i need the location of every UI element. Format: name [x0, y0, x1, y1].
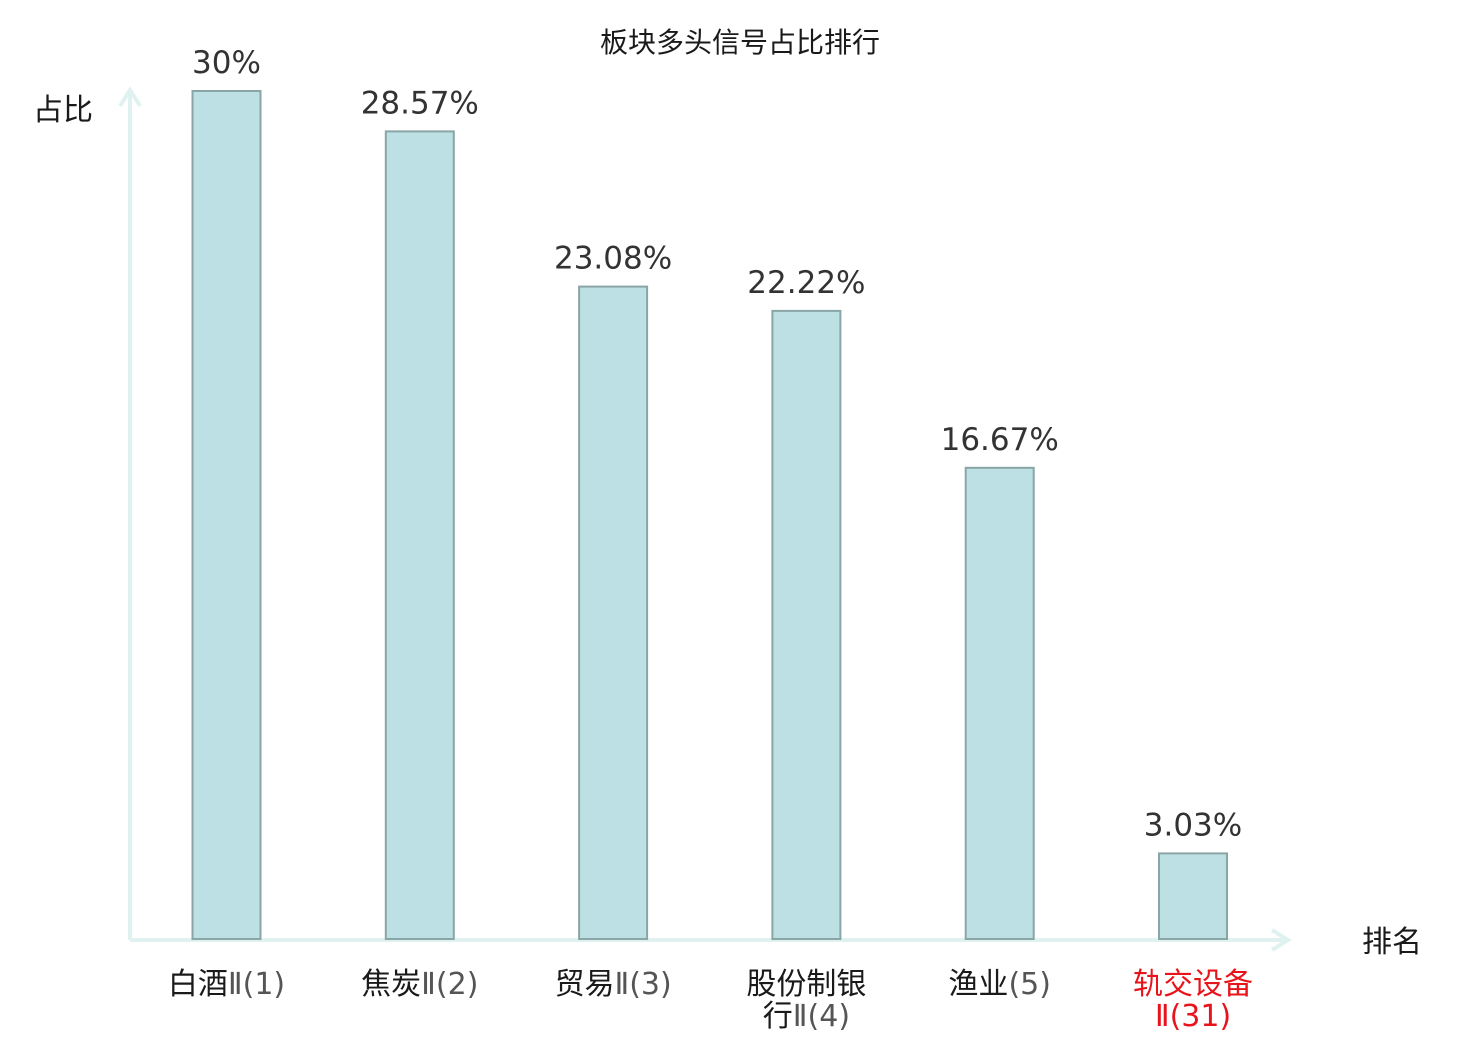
category-name: 贸易 [554, 967, 614, 1002]
category-label: 白酒Ⅱ(1) [168, 967, 285, 1002]
category-name: 渔业 [948, 967, 1008, 1002]
bars-group [191, 90, 1228, 941]
x-axis-arrow [1270, 928, 1292, 952]
x-axis: 排名 [130, 925, 1422, 960]
category-name: 焦炭 [361, 967, 421, 1002]
data-label: 22.22% [747, 265, 865, 301]
category-rank: Ⅱ(1) [228, 967, 285, 1002]
category-label: 渔业(5) [948, 967, 1050, 1002]
category-name: 白酒 [168, 967, 228, 1002]
bar [578, 285, 649, 941]
data-label: 23.08% [554, 241, 672, 277]
category-rank: (5) [1008, 967, 1050, 1002]
category-name: 股份制银 [746, 967, 866, 1002]
bar [1158, 852, 1228, 941]
bar [771, 309, 842, 940]
category-label: 贸易Ⅱ(3) [554, 967, 671, 1002]
data-labels-group: 30% 28.57% 23.08% 22.22% 16.67% 3.03% [192, 45, 1242, 843]
category-name: 轨交设备 [1133, 967, 1253, 1002]
y-axis-label: 占比 [33, 93, 93, 128]
x-axis-label: 排名 [1362, 925, 1422, 960]
data-label: 3.03% [1144, 807, 1242, 843]
category-label: 行Ⅱ(4) [763, 999, 850, 1034]
bar [191, 90, 262, 940]
y-axis-arrow [118, 86, 142, 108]
y-axis: 占比 [33, 86, 142, 940]
category-label: 焦炭Ⅱ(2) [361, 967, 478, 1002]
category-rank: Ⅱ(3) [614, 967, 671, 1002]
category-rank: Ⅱ(31) [1155, 999, 1231, 1034]
bar [964, 466, 1035, 940]
data-label: 30% [192, 45, 261, 81]
category-label: 股份制银 [746, 967, 866, 1002]
category-name: 行 [763, 999, 793, 1034]
category-rank: Ⅱ(2) [421, 967, 478, 1002]
chart-title: 板块多头信号占比排行 [600, 26, 880, 59]
data-label: 28.57% [361, 85, 479, 121]
category-rank: Ⅱ(4) [793, 999, 850, 1034]
category-label: 轨交设备 [1133, 967, 1253, 1002]
bar [384, 130, 455, 940]
category-label: Ⅱ(31) [1155, 999, 1231, 1034]
data-label: 16.67% [941, 422, 1059, 458]
